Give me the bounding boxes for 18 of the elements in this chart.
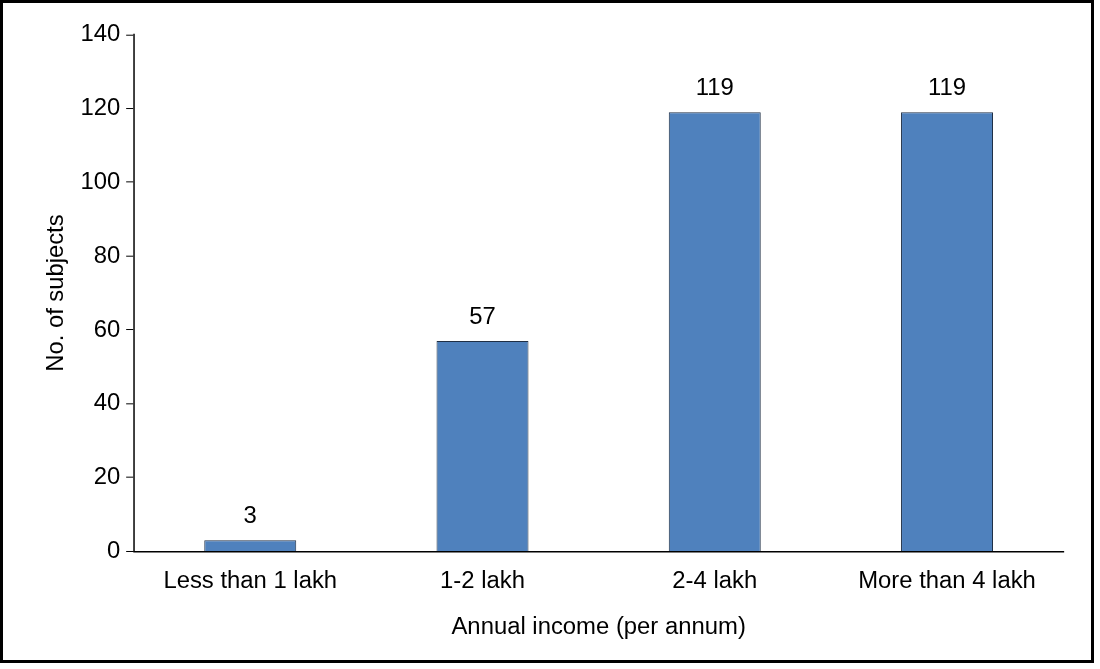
x-tick-label: 2-4 lakh — [672, 566, 758, 594]
x-tick-label: More than 4 lakh — [858, 566, 1036, 594]
y-tick-label: 0 — [106, 536, 121, 563]
x-axis-title: Annual income (per annum) — [451, 612, 746, 640]
data-label: 57 — [469, 301, 496, 329]
x-tick-label: Less than 1 lakh — [163, 566, 338, 594]
y-tick-label: 120 — [80, 93, 121, 121]
y-tick-label: 20 — [93, 462, 121, 490]
y-tick-label: 140 — [80, 19, 121, 47]
y-tick-label: 80 — [93, 240, 121, 268]
y-tick-label: 100 — [80, 166, 121, 194]
y-tick-label: 40 — [93, 388, 121, 416]
data-label: 119 — [928, 73, 967, 100]
data-label: 3 — [243, 501, 257, 529]
y-tick-label: 60 — [93, 314, 121, 342]
y-axis-title: No. of subjects — [40, 214, 68, 372]
data-label: 119 — [695, 73, 734, 100]
x-tick-label: 1-2 lakh — [440, 566, 525, 594]
